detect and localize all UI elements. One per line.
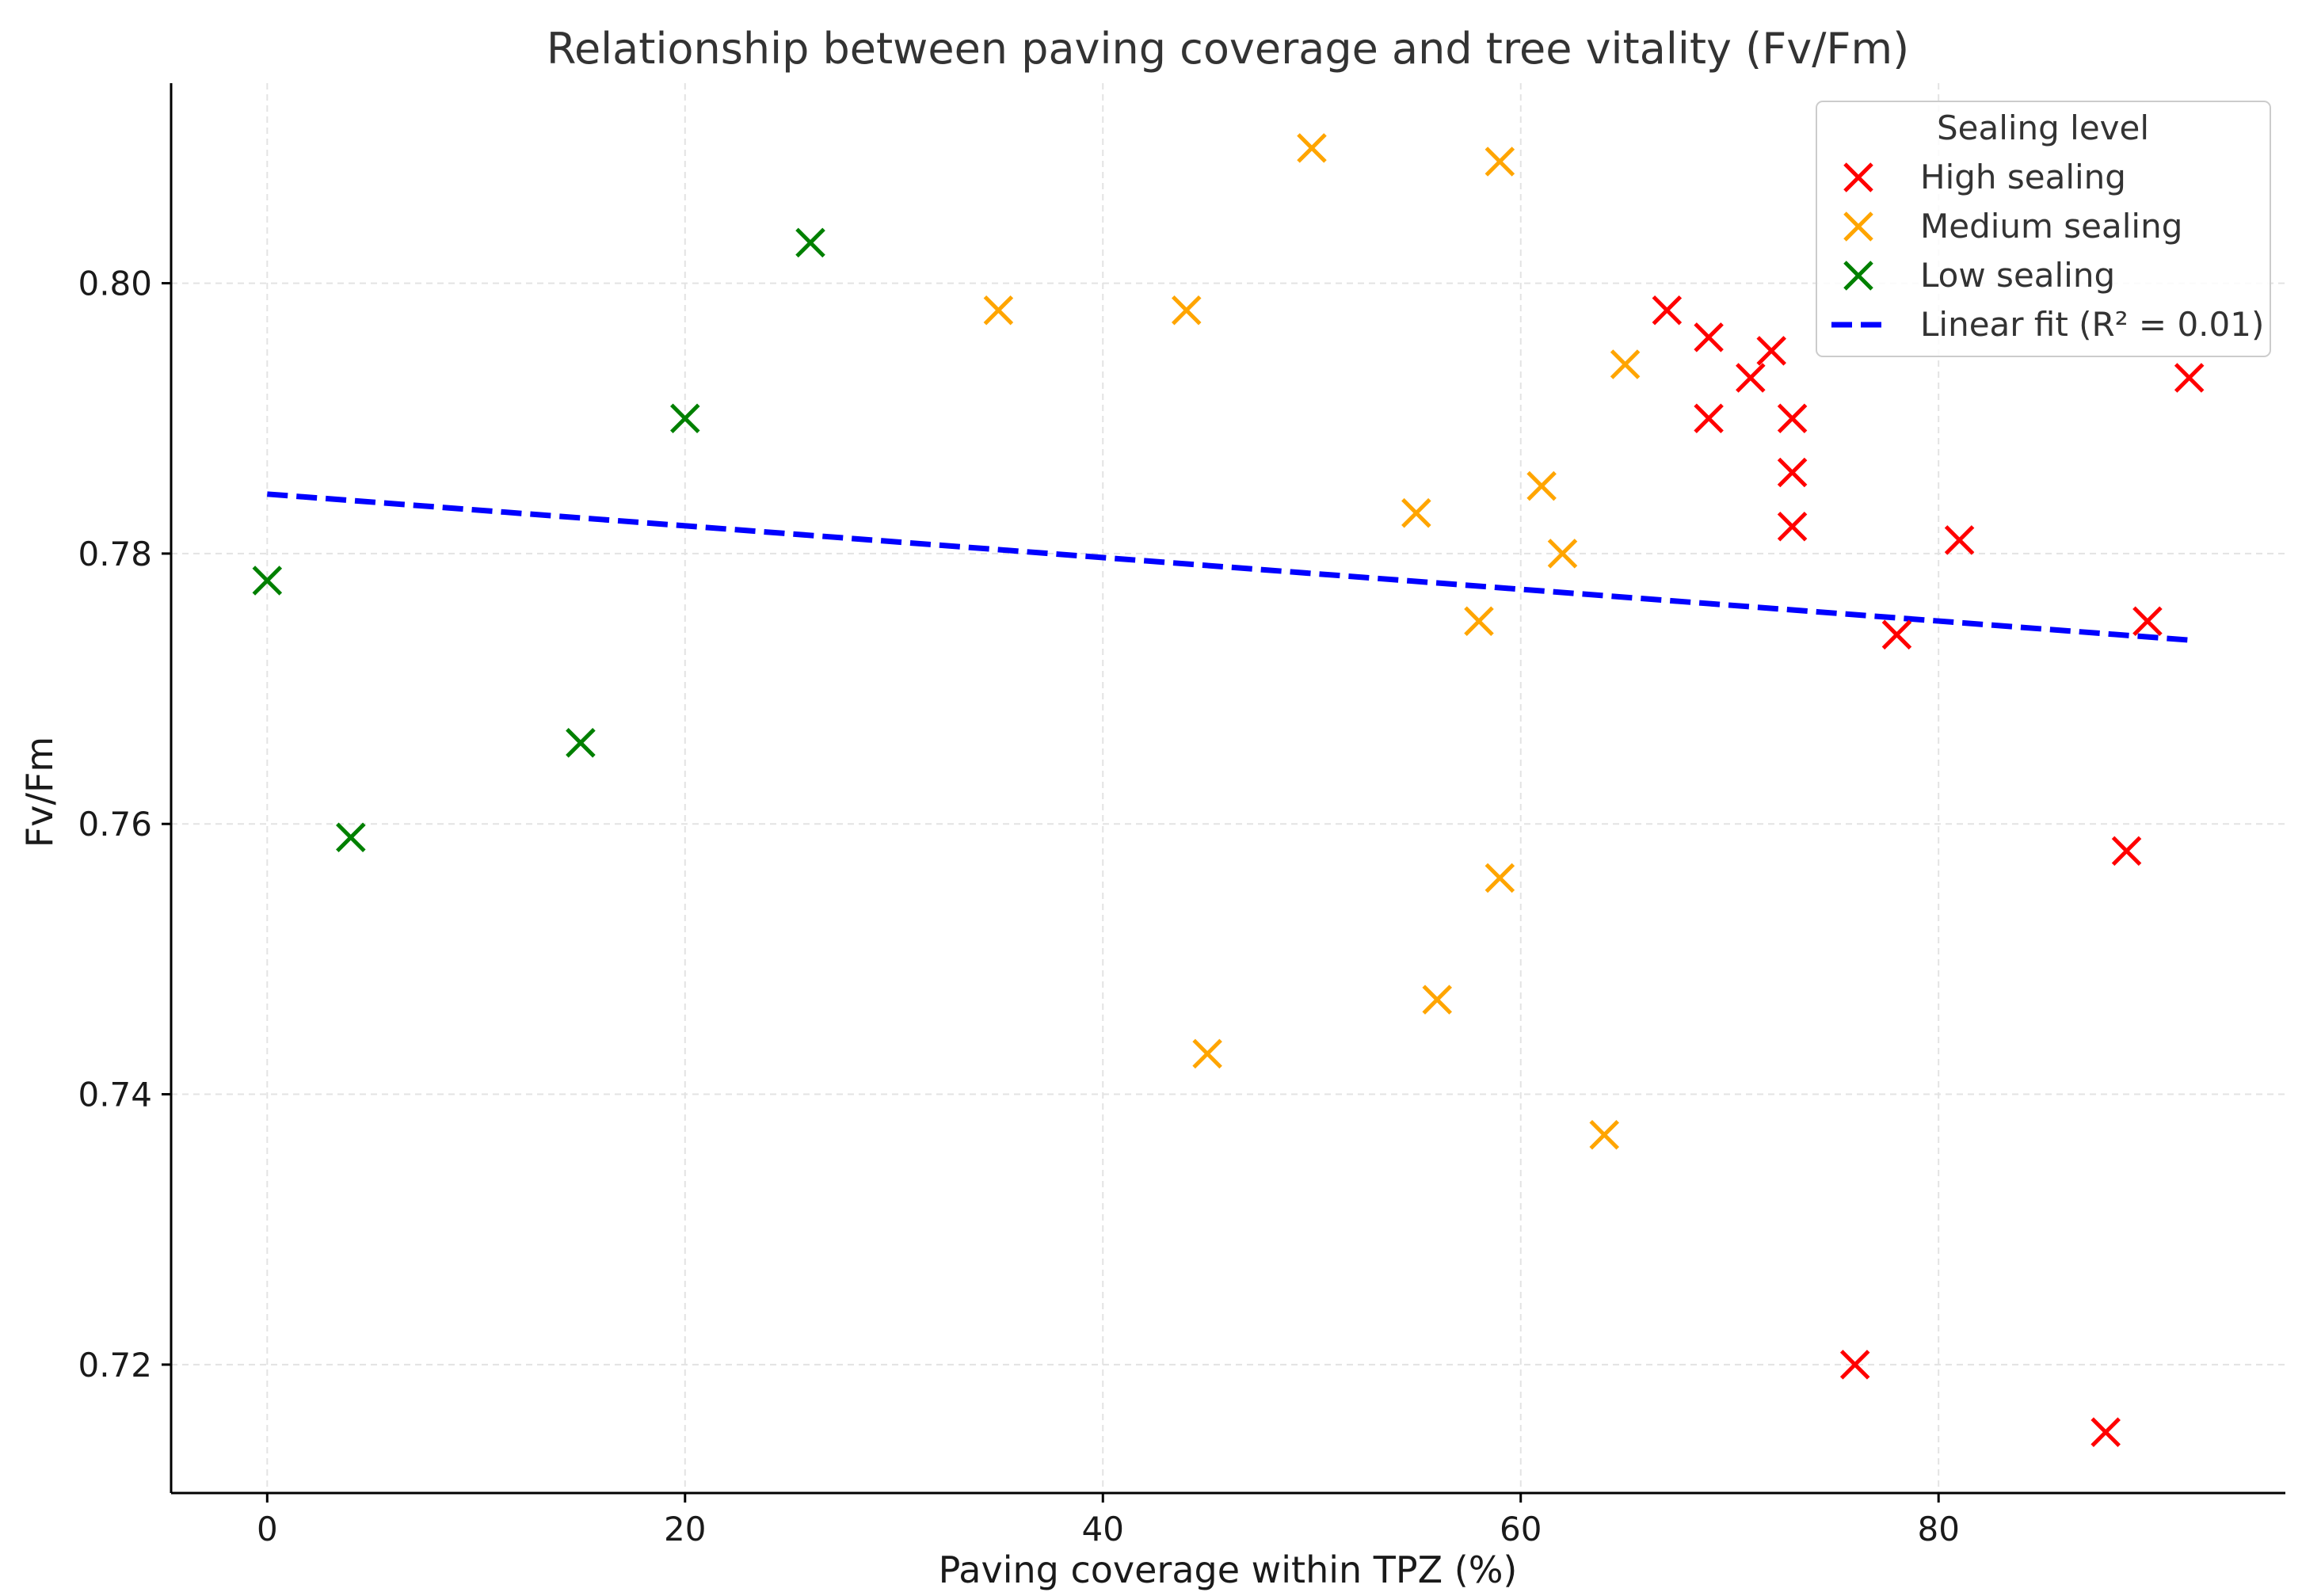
point-high-sealing-5 (1777, 403, 1808, 434)
series-high-sealing (1652, 295, 2205, 1447)
series-medium-sealing (983, 133, 1641, 1150)
y-tick-label-1: 0.74 (78, 1076, 152, 1114)
point-high-sealing-12 (2111, 836, 2142, 867)
point-medium-sealing-10 (1422, 985, 1453, 1015)
series-low-sealing (252, 227, 825, 853)
point-medium-sealing-11 (1192, 1038, 1222, 1069)
point-medium-sealing-0 (1297, 133, 1327, 163)
point-medium-sealing-4 (1610, 349, 1641, 379)
point-high-sealing-4 (1694, 403, 1724, 434)
legend-marker-high-sealing (1843, 162, 1873, 192)
x-tick-label-3: 60 (1500, 1510, 1542, 1548)
point-medium-sealing-7 (1547, 539, 1578, 569)
point-high-sealing-11 (2132, 606, 2163, 637)
x-tick-label-0: 0 (257, 1510, 278, 1548)
y-axis-label: Fv/Fm (18, 737, 61, 848)
point-high-sealing-7 (1777, 512, 1808, 542)
chart-title: Relationship between paving coverage and… (547, 24, 1909, 74)
point-medium-sealing-5 (1526, 470, 1557, 501)
legend-markers (1831, 162, 1887, 328)
point-medium-sealing-6 (1401, 497, 1431, 528)
y-tick-label-0: 0.72 (78, 1346, 152, 1385)
x-axis-label: Paving coverage within TPZ (%) (939, 1548, 1518, 1591)
y-tick-label-2: 0.76 (78, 805, 152, 844)
point-low-sealing-4 (336, 822, 366, 853)
x-tick-label-1: 20 (664, 1510, 706, 1548)
legend-label-medium: Medium sealing (1920, 207, 2182, 246)
legend-label-low: Low sealing (1920, 256, 2115, 295)
legend-marker-medium-sealing (1843, 211, 1873, 242)
point-medium-sealing-3 (1171, 295, 1202, 326)
point-high-sealing-6 (1777, 457, 1808, 488)
point-high-sealing-8 (1944, 525, 1975, 555)
y-tick-label-3: 0.78 (78, 535, 152, 573)
data-points (252, 133, 2205, 1447)
x-axis-ticks: 0 20 40 60 80 (257, 1493, 1960, 1548)
point-medium-sealing-1 (1484, 147, 1515, 177)
legend-title: Sealing level (1937, 109, 2149, 147)
point-medium-sealing-8 (1464, 606, 1494, 637)
point-high-sealing-2 (1756, 336, 1786, 366)
point-medium-sealing-12 (1589, 1119, 1619, 1150)
point-high-sealing-0 (1652, 295, 1683, 326)
grid-lines (171, 83, 2285, 1493)
point-low-sealing-3 (566, 728, 596, 758)
x-tick-label-2: 40 (1082, 1510, 1124, 1548)
x-tick-label-4: 80 (1917, 1510, 1959, 1548)
point-medium-sealing-2 (983, 295, 1014, 326)
point-high-sealing-9 (2174, 363, 2205, 393)
point-high-sealing-3 (1736, 363, 1766, 393)
point-low-sealing-1 (670, 403, 700, 434)
point-low-sealing-0 (795, 227, 825, 258)
legend: Sealing level High sealing Medium sealin… (1816, 101, 2271, 357)
point-high-sealing-13 (1839, 1350, 1870, 1380)
point-medium-sealing-9 (1484, 863, 1515, 893)
legend-marker-low-sealing (1843, 261, 1873, 291)
legend-label-high: High sealing (1920, 158, 2126, 196)
point-high-sealing-1 (1694, 322, 1724, 352)
legend-box (1816, 101, 2271, 357)
point-low-sealing-2 (252, 566, 283, 596)
point-high-sealing-14 (2090, 1417, 2121, 1447)
point-high-sealing-10 (1881, 619, 1912, 650)
y-axis-ticks: 0.72 0.74 0.76 0.78 0.80 (78, 265, 171, 1385)
y-tick-label-4: 0.80 (78, 265, 152, 303)
legend-label-fit: Linear fit (R² = 0.01) (1920, 305, 2264, 344)
